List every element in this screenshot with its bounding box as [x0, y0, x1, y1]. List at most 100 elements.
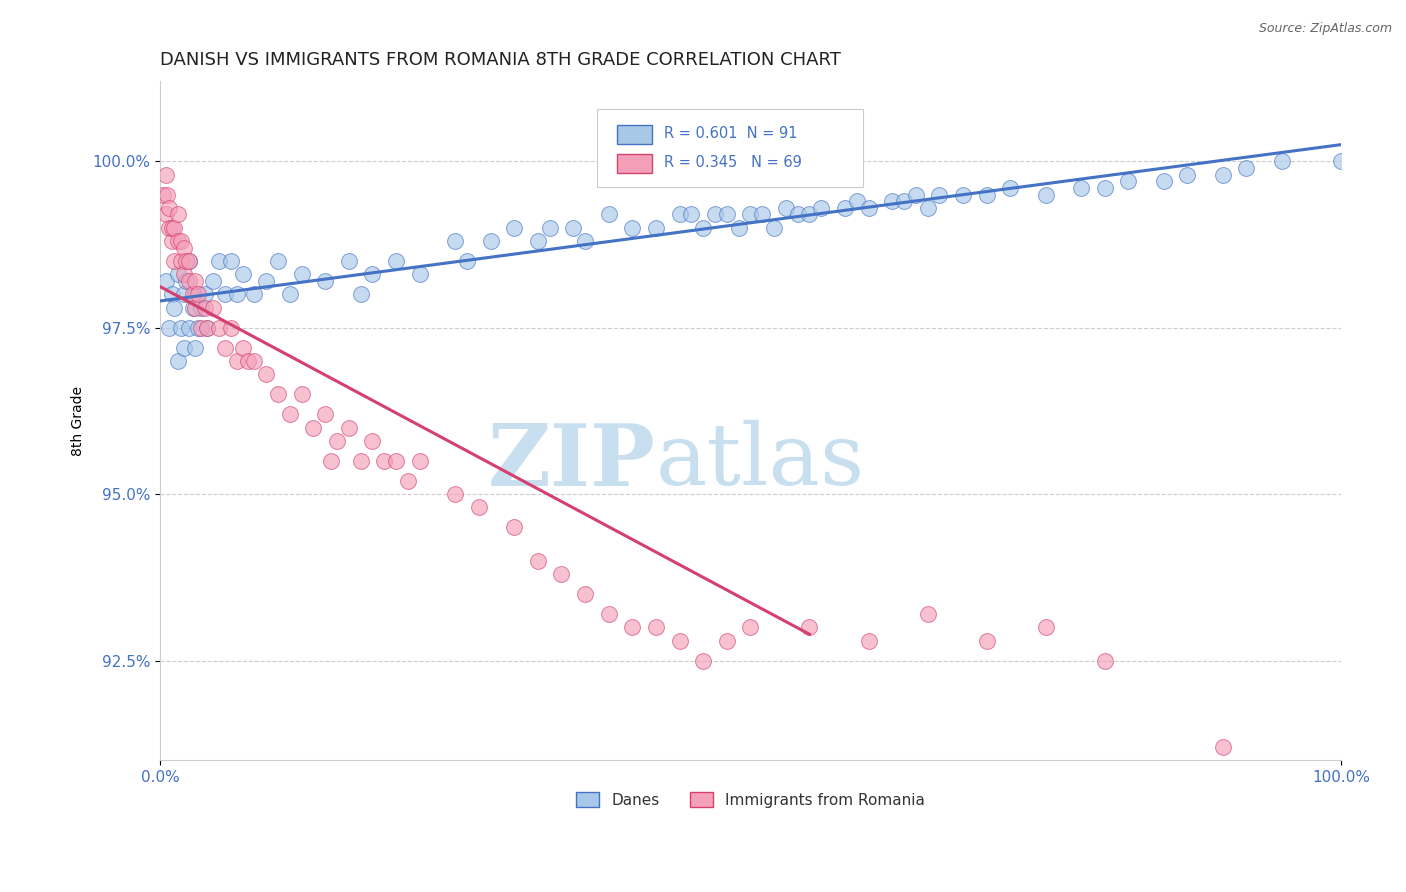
- Point: [166, 234, 188, 248]
- Point: [350, 454, 373, 468]
- Point: [799, 207, 821, 221]
- Point: [163, 254, 186, 268]
- Point: [170, 234, 193, 248]
- Point: [155, 274, 177, 288]
- Point: [692, 220, 714, 235]
- Point: [291, 387, 314, 401]
- Point: [321, 454, 343, 468]
- Bar: [617, 126, 652, 145]
- Point: [350, 287, 373, 301]
- Point: [173, 287, 195, 301]
- Point: [668, 207, 690, 221]
- Text: ZIP: ZIP: [488, 419, 657, 504]
- Point: [1035, 620, 1057, 634]
- Point: [173, 268, 195, 282]
- Point: [562, 220, 585, 235]
- Point: [174, 274, 197, 288]
- Point: [166, 268, 188, 282]
- Point: [716, 633, 738, 648]
- Point: [858, 633, 880, 648]
- Point: [157, 201, 180, 215]
- Point: [1035, 187, 1057, 202]
- Point: [267, 254, 290, 268]
- Point: [160, 234, 183, 248]
- Legend: Danes, Immigrants from Romania: Danes, Immigrants from Romania: [569, 786, 931, 814]
- Point: [444, 487, 467, 501]
- Point: [184, 301, 207, 315]
- Point: [692, 653, 714, 667]
- Point: [219, 254, 242, 268]
- Point: [179, 254, 201, 268]
- Point: [668, 633, 690, 648]
- Point: [775, 201, 797, 215]
- Text: atlas: atlas: [657, 420, 865, 503]
- Point: [337, 254, 360, 268]
- Point: [181, 287, 204, 301]
- Point: [976, 187, 998, 202]
- Point: [202, 274, 225, 288]
- Point: [156, 187, 179, 202]
- Point: [166, 207, 188, 221]
- Point: [337, 420, 360, 434]
- Point: [225, 354, 247, 368]
- Point: [254, 368, 277, 382]
- Point: [157, 220, 180, 235]
- Point: [314, 407, 336, 421]
- Point: [184, 287, 207, 301]
- Point: [179, 254, 201, 268]
- Point: [574, 587, 596, 601]
- Point: [928, 187, 950, 202]
- Point: [810, 201, 832, 215]
- Point: [716, 207, 738, 221]
- Point: [163, 220, 186, 235]
- Point: [238, 354, 260, 368]
- Point: [740, 620, 762, 634]
- Point: [704, 207, 727, 221]
- Point: [444, 234, 467, 248]
- Point: [763, 220, 786, 235]
- Point: [152, 187, 174, 202]
- Point: [456, 254, 478, 268]
- Point: [278, 287, 301, 301]
- Point: [163, 301, 186, 315]
- Point: [409, 268, 432, 282]
- Point: [1271, 154, 1294, 169]
- Point: [214, 341, 236, 355]
- Point: [291, 268, 314, 282]
- Point: [527, 234, 550, 248]
- Point: [468, 500, 491, 515]
- Point: [1177, 168, 1199, 182]
- Point: [621, 220, 644, 235]
- Point: [845, 194, 868, 209]
- Point: [834, 201, 856, 215]
- Point: [1212, 740, 1234, 755]
- Point: [195, 320, 218, 334]
- Point: [1094, 181, 1116, 195]
- Point: [157, 320, 180, 334]
- Point: [181, 301, 204, 315]
- Point: [479, 234, 502, 248]
- Point: [174, 254, 197, 268]
- Point: [326, 434, 349, 448]
- Point: [190, 301, 212, 315]
- Point: [170, 254, 193, 268]
- Text: Source: ZipAtlas.com: Source: ZipAtlas.com: [1258, 22, 1392, 36]
- Point: [155, 168, 177, 182]
- Point: [187, 287, 209, 301]
- Text: DANISH VS IMMIGRANTS FROM ROMANIA 8TH GRADE CORRELATION CHART: DANISH VS IMMIGRANTS FROM ROMANIA 8TH GR…: [160, 51, 841, 69]
- Point: [187, 320, 209, 334]
- Point: [385, 454, 408, 468]
- Point: [194, 301, 217, 315]
- Point: [243, 354, 266, 368]
- Point: [396, 474, 419, 488]
- Text: R = 0.601  N = 91: R = 0.601 N = 91: [664, 126, 797, 141]
- Point: [361, 268, 384, 282]
- Point: [952, 187, 974, 202]
- Point: [740, 207, 762, 221]
- Text: R = 0.345   N = 69: R = 0.345 N = 69: [664, 154, 801, 169]
- Point: [254, 274, 277, 288]
- Point: [214, 287, 236, 301]
- Point: [681, 207, 703, 221]
- Point: [373, 454, 395, 468]
- Point: [1153, 174, 1175, 188]
